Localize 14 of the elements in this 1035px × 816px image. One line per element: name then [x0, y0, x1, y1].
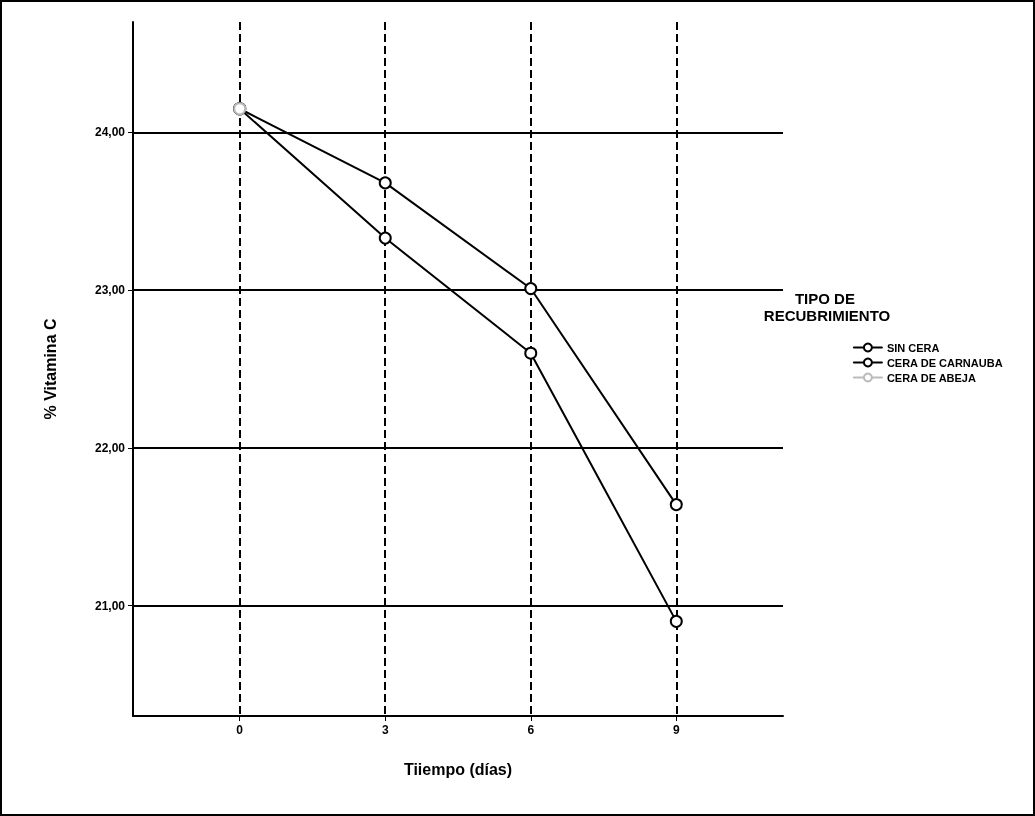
x-tick-label: 3 [381, 723, 389, 737]
x-axis-title: Tiiempo (días) [403, 760, 513, 778]
x-tick-label: 0 [236, 723, 244, 737]
x-tick-label: 9 [672, 723, 680, 737]
y-tick-label: 21,00 [94, 598, 126, 613]
legend-title: TIPO DE RECUBRIMIENTO [763, 290, 891, 324]
y-axis-title: % Vitamina C [41, 318, 59, 420]
y-tick-label: 22,00 [94, 440, 126, 455]
legend-label: SIN CERA [886, 341, 940, 354]
legend-label: CERA DE ABEJA [886, 371, 976, 384]
y-tick-label: 23,00 [94, 283, 126, 298]
y-tick-label: 24,00 [94, 125, 126, 140]
legend-label: CERA DE CARNAUBA [886, 356, 1003, 369]
x-tick-label: 6 [527, 723, 535, 737]
